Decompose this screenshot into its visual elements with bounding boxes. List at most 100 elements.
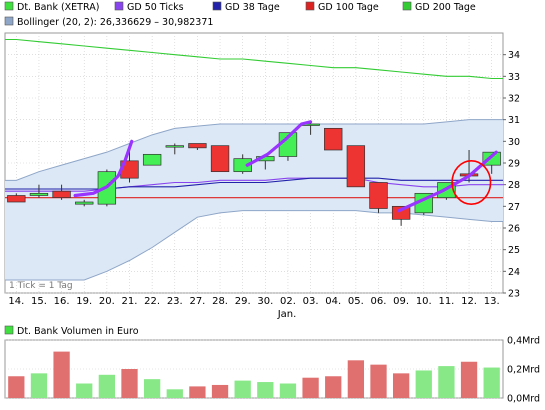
legend-swatch-volume xyxy=(4,325,14,335)
series-line-gd50 xyxy=(5,177,503,192)
legend-label-gd200: GD 200 Tage xyxy=(415,2,476,13)
volume-bar xyxy=(143,379,161,398)
y-tick-label: 32 xyxy=(508,94,520,105)
x-tick-label: 03. xyxy=(303,296,319,307)
legend: Dt. Bank (XETRA) GD 50 Ticks GD 38 Tage GD … xyxy=(4,1,476,28)
candle xyxy=(75,199,94,207)
legend-label-gd38: GD 38 Tage xyxy=(225,2,280,13)
x-tick-label: 11. xyxy=(438,296,454,307)
volume-bar xyxy=(392,373,410,398)
candle xyxy=(188,143,207,150)
y-tick-label: 28 xyxy=(508,180,520,191)
x-tick-label: 06. xyxy=(371,296,387,307)
volume-bar xyxy=(325,376,342,398)
x-tick-label: 10. xyxy=(416,296,432,307)
x-tick-label: 27. xyxy=(189,296,205,307)
candle-body xyxy=(391,205,411,220)
candle xyxy=(29,184,49,198)
x-tick-label: 05. xyxy=(348,296,364,307)
x-tick-label: 23. xyxy=(167,296,183,307)
y-tick-label: 30 xyxy=(508,137,520,148)
volume-bar xyxy=(483,367,500,398)
x-tick-label: 19. xyxy=(76,296,92,307)
candle-body xyxy=(233,158,252,173)
candle-body xyxy=(75,201,94,205)
legend-label-price: Dt. Bank (XETRA) xyxy=(17,2,99,13)
volume-bar xyxy=(234,380,251,398)
x-tick-label: 13. xyxy=(484,296,500,307)
annotation-circle xyxy=(451,160,492,205)
legend-label-gd50: GD 50 Ticks xyxy=(127,2,184,13)
volume-bar xyxy=(279,383,297,398)
y-tick-label: 25 xyxy=(508,245,520,256)
candle xyxy=(165,143,184,155)
x-tick-label: 14. xyxy=(8,296,24,307)
candle-body xyxy=(7,195,26,203)
x-month-label: Jan. xyxy=(277,309,297,320)
volume-bar xyxy=(53,351,70,398)
x-tick-label: 30. xyxy=(257,296,273,307)
legend-label-bollinger: Bollinger (20, 2): 26,336629 – 30,982371 xyxy=(17,17,213,28)
legend-swatch-gd100 xyxy=(305,1,315,11)
candle-body xyxy=(52,190,71,199)
price-y-axis: 23 24 25 26 27 28 29 30 31 32 33 34 xyxy=(503,50,520,300)
x-tick-label: 22. xyxy=(144,296,160,307)
x-axis: 14. 15. 16. 19. 20. 21. 22. 23. 27. 28. 29. 30. 02. 0… xyxy=(8,296,499,307)
candle xyxy=(346,145,366,188)
bollinger-upper-line xyxy=(5,119,503,181)
candle-body xyxy=(29,192,49,196)
x-tick-label: 20. xyxy=(99,296,115,307)
candle-body xyxy=(165,145,184,148)
volume-grid xyxy=(5,339,503,399)
candle-body xyxy=(369,182,388,209)
volume-y-tick-label: 0,2Mrd xyxy=(507,365,540,376)
x-tick-label: 12. xyxy=(461,296,477,307)
y-tick-label: 33 xyxy=(508,72,520,83)
annotation-trend-line xyxy=(245,120,313,167)
legend-swatch-price xyxy=(4,1,14,11)
legend-swatch-gd50 xyxy=(114,1,124,11)
candle xyxy=(7,193,26,203)
candle xyxy=(52,184,71,200)
bollinger-lower-line xyxy=(5,210,503,281)
volume-bar xyxy=(302,377,319,398)
volume-bar xyxy=(8,376,25,398)
legend-label-gd100: GD 100 Tage xyxy=(318,2,379,13)
volume-title: Dt. Bank Volumen in Euro xyxy=(17,326,139,337)
y-tick-label: 24 xyxy=(508,267,520,278)
legend-swatch-gd200 xyxy=(402,1,412,11)
volume-bar xyxy=(98,374,116,398)
volume-y-tick-label: 0,0Mrd xyxy=(507,394,540,405)
candle xyxy=(324,127,343,151)
volume-bar xyxy=(211,384,229,398)
volume-bar xyxy=(257,382,274,398)
candle-body xyxy=(188,143,207,149)
candle-body xyxy=(210,145,230,173)
annotations xyxy=(73,120,498,213)
volume-bars xyxy=(8,351,500,398)
candle-body xyxy=(346,145,366,188)
x-tick-label: 28. xyxy=(212,296,228,307)
y-tick-label: 34 xyxy=(508,50,520,61)
annotation-trend-line xyxy=(73,139,134,198)
series-line-gd200 xyxy=(5,38,503,80)
candle xyxy=(210,145,230,173)
candle-body xyxy=(324,127,343,151)
y-tick-label: 31 xyxy=(508,115,520,126)
x-tick-label: 04. xyxy=(325,296,341,307)
volume-bar xyxy=(166,389,183,398)
volume-bar xyxy=(415,370,432,398)
series-line-gd38 xyxy=(5,177,503,190)
moving-averages xyxy=(5,38,503,199)
x-tick-label: 21. xyxy=(122,296,138,307)
x-tick-label: 02. xyxy=(280,296,296,307)
volume-y-axis: 0,0Mrd 0,2Mrd 0,4Mrd xyxy=(507,336,540,405)
x-tick-label: 15. xyxy=(31,296,47,307)
volume-bar xyxy=(347,360,365,398)
x-tick-label: 09. xyxy=(393,296,409,307)
volume-legend: Dt. Bank Volumen in Euro xyxy=(4,325,139,337)
volume-bar xyxy=(30,373,48,398)
candle xyxy=(142,153,162,166)
volume-bar xyxy=(438,366,455,398)
